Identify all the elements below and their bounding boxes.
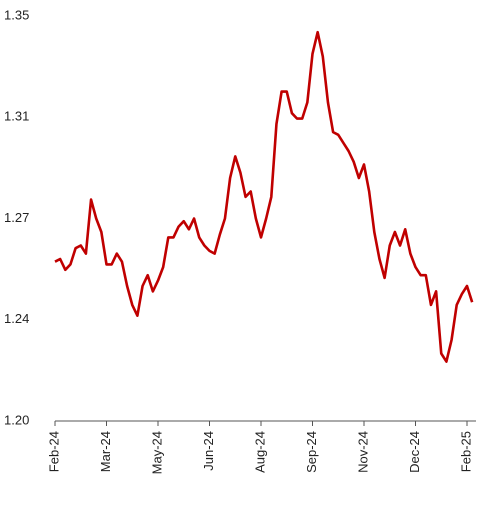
- y-tick-label: 1.24: [4, 311, 29, 326]
- x-tick-label: Dec-24: [407, 431, 422, 473]
- y-tick-label: 1.20: [4, 412, 29, 427]
- x-tick-label: Feb-25: [458, 431, 473, 472]
- x-tick-label: Jun-24: [201, 431, 216, 471]
- x-tick-label: Aug-24: [252, 431, 267, 473]
- x-tick-label: Mar-24: [98, 431, 113, 472]
- line-series: [54, 30, 474, 363]
- x-tick-label: Nov-24: [355, 431, 370, 473]
- x-tick-label: Feb-24: [46, 431, 61, 472]
- x-tick-label: Sep-24: [304, 431, 319, 473]
- y-tick-label: 1.35: [4, 7, 29, 22]
- x-tick-label: May-24: [149, 431, 164, 474]
- y-tick-label: 1.27: [4, 210, 29, 225]
- y-tick-label: 1.31: [4, 109, 29, 124]
